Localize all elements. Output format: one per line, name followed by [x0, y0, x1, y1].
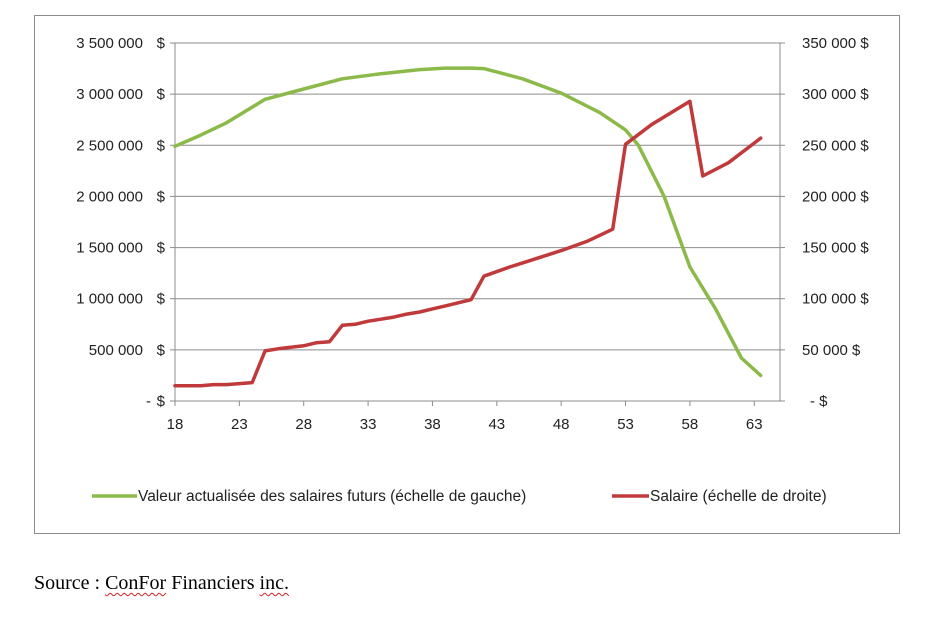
- x-tick-label: 18: [167, 416, 184, 433]
- series-line-2: [173, 99, 763, 388]
- x-tick-label: 48: [553, 416, 570, 433]
- x-tick-label: 43: [488, 416, 505, 433]
- x-tick-label: 53: [617, 416, 634, 433]
- y-left-tick-label: 2 000 000: [76, 188, 143, 205]
- y-right-tick-label: 50 000 $: [802, 342, 861, 359]
- y-right-tick-label: 350 000 $: [802, 35, 869, 52]
- y-right-tick-label: 150 000 $: [802, 240, 869, 257]
- y-right-tick-label: 300 000 $: [802, 86, 869, 103]
- series-line-1: [173, 66, 763, 378]
- y-left-tick-currency: $: [157, 240, 166, 257]
- y-right-tick-label: - $: [810, 393, 828, 410]
- y-left-tick-label: 3 500 000: [76, 35, 143, 52]
- source-note: Source : ConFor Financiers inc.: [34, 572, 289, 595]
- y-left-tick-label: 3 000 000: [76, 86, 143, 103]
- x-tick-label: 33: [360, 416, 377, 433]
- x-tick-label: 63: [746, 416, 763, 433]
- y-left-tick-label: 500 000: [89, 342, 143, 359]
- y-right-tick-label: 200 000 $: [802, 188, 869, 205]
- y-left-tick-currency: $: [157, 188, 166, 205]
- source-suffix: inc.: [259, 572, 289, 594]
- x-tick-label: 28: [295, 416, 312, 433]
- y-left-tick-label: 2 500 000: [76, 137, 143, 154]
- y-left-tick-currency: $: [157, 342, 166, 359]
- x-tick-label: 58: [682, 416, 699, 433]
- source-prefix: Source :: [34, 572, 106, 594]
- x-tick-label: 23: [231, 416, 248, 433]
- y-left-tick-label: 1 000 000: [76, 291, 143, 308]
- y-left-tick-label: -: [146, 393, 151, 410]
- y-left-tick-currency: $: [157, 86, 166, 103]
- source-middle: Financiers: [166, 572, 260, 594]
- y-left-tick-currency: $: [157, 393, 166, 410]
- y-left-tick-currency: $: [157, 291, 166, 308]
- y-left-tick-label: 1 500 000: [76, 240, 143, 257]
- y-left-tick-currency: $: [157, 137, 166, 154]
- source-company: ConFor: [105, 572, 167, 594]
- y-right-tick-label: 250 000 $: [802, 137, 869, 154]
- y-right-tick-label: 100 000 $: [802, 291, 869, 308]
- x-tick-label: 38: [424, 416, 441, 433]
- line-chart: - $500 000 $1 000 000 $1 500 000 $2 000 000 $…: [76, 35, 869, 505]
- legend-label-1: Valeur actualisée des salaires futurs (é…: [138, 488, 526, 505]
- y-left-tick-currency: $: [157, 35, 166, 52]
- chart-frame: - $500 000 $1 000 000 $1 500 000 $2 000 000 $…: [34, 15, 900, 534]
- legend-label-2: Salaire (échelle de droite): [650, 488, 827, 505]
